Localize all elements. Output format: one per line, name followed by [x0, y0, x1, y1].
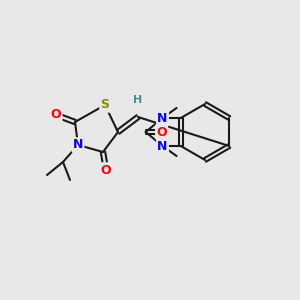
Text: O: O: [51, 109, 61, 122]
Text: N: N: [158, 112, 168, 124]
Text: O: O: [101, 164, 111, 176]
Text: S: S: [100, 98, 109, 112]
Text: O: O: [156, 125, 167, 139]
Text: N: N: [73, 139, 83, 152]
Text: N: N: [158, 140, 168, 152]
Text: H: H: [134, 95, 142, 105]
